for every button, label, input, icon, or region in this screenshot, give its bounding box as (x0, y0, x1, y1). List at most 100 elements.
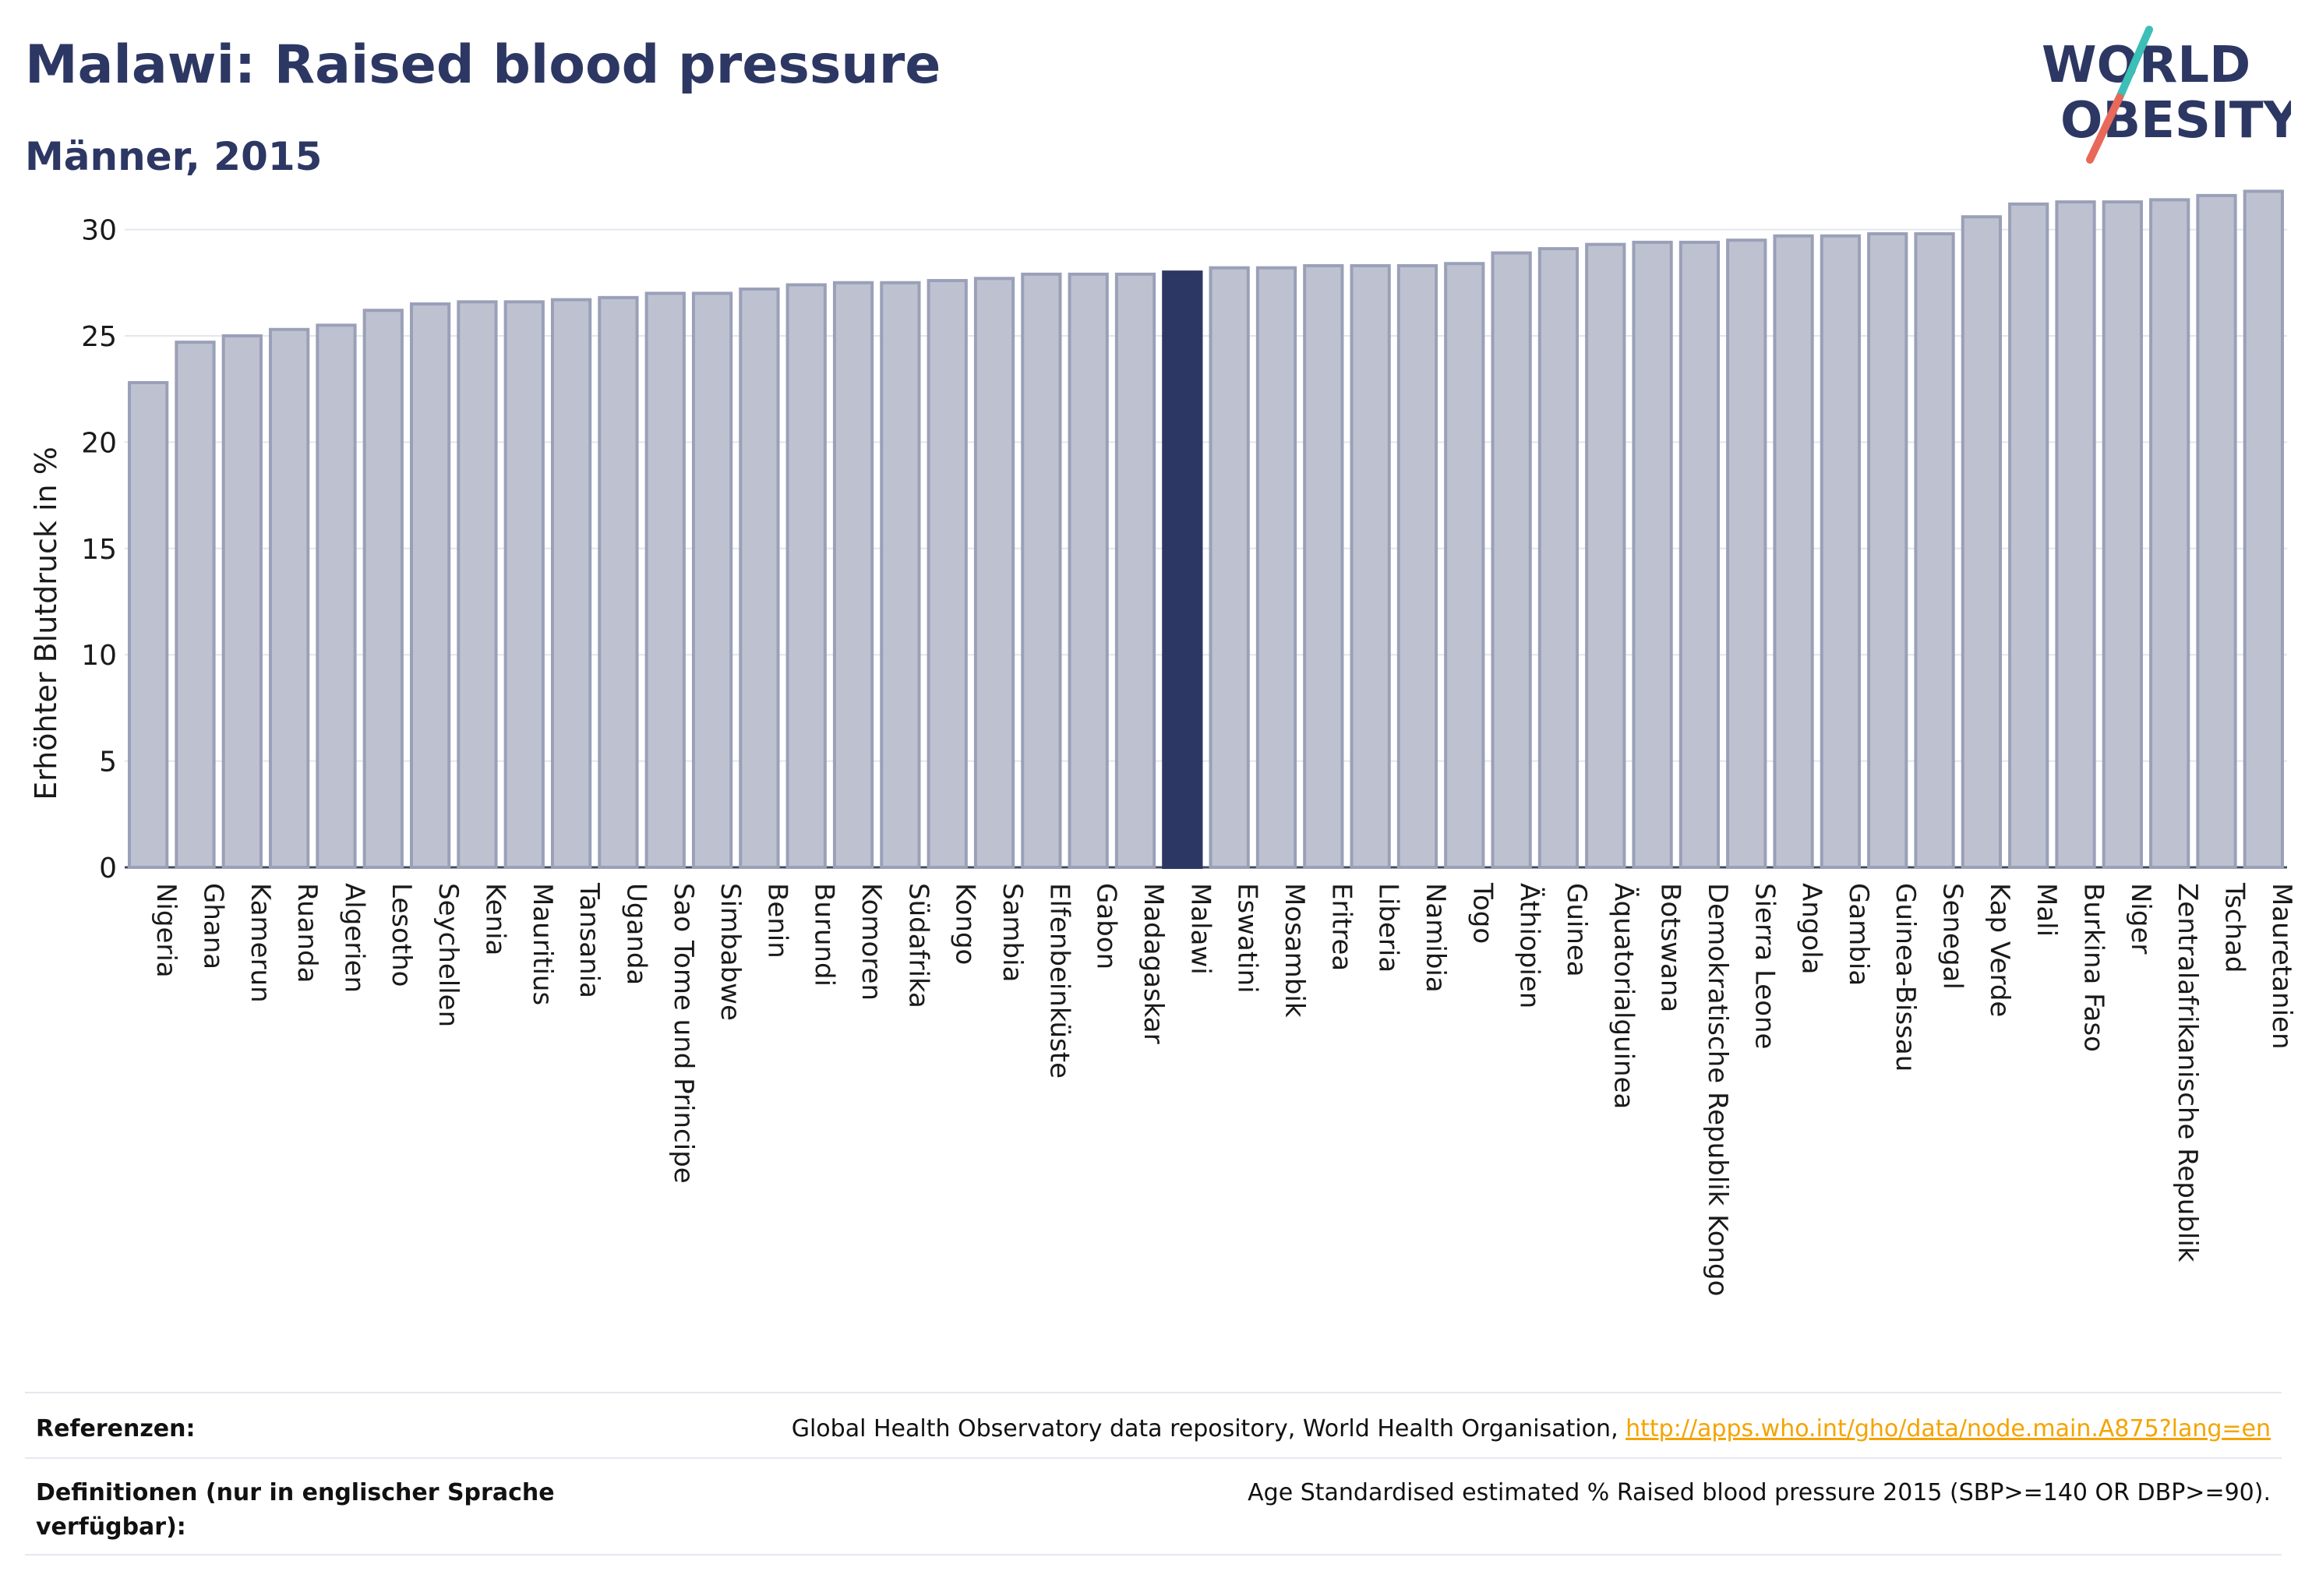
bar (1773, 234, 1814, 869)
x-tick-label: Demokratische Republik Kongo (1702, 883, 1733, 1296)
bar-chart: 0 5 10 15 20 25 30 Nigeria Ghana Kamerun Ruanda Al… (29, 189, 2297, 1296)
x-tick-label: Lesotho (386, 883, 417, 987)
bar (1537, 247, 1580, 870)
y-tick-label: 5 (99, 747, 117, 779)
x-tick-label: Nigeria (150, 883, 182, 978)
x-tick-label: Mosambik (1279, 883, 1310, 1018)
y-axis-label: Erhöhter Blutdruck in % (29, 447, 63, 800)
bar (362, 309, 404, 869)
bar (316, 323, 357, 869)
x-tick-label: Kenia (479, 883, 510, 955)
references-label: Referenzen: (36, 1415, 196, 1442)
bar (1726, 238, 1767, 869)
definitions-text: Age Standardised estimated % Raised bloo… (1248, 1479, 2271, 1506)
x-tick-label: Senegal (1937, 883, 1968, 990)
x-tick-label: Burundi (809, 883, 840, 987)
logo-slash-bottom (2086, 94, 2123, 164)
bar (2102, 200, 2143, 869)
bar (644, 291, 686, 869)
x-tick-label: Südafrika (902, 883, 934, 1008)
x-tick-label: Namibia (1420, 883, 1451, 993)
bar (409, 302, 451, 869)
x-tick-label: Seychellen (432, 883, 464, 1027)
x-tick-label: Mali (2031, 883, 2062, 937)
x-tick-label: Äquatorialguinea (1608, 883, 1639, 1109)
x-tick-label: Togo (1467, 882, 1498, 944)
x-tick-label: Mauretanien (2266, 883, 2297, 1050)
logo-slash-top (2116, 26, 2153, 101)
x-tick-label: Kongo (950, 883, 981, 965)
bar (1867, 232, 1908, 869)
bar (1632, 240, 1673, 869)
bar (691, 291, 733, 869)
bar (1068, 272, 1109, 869)
x-tick-label: Sambia (997, 883, 1028, 982)
y-axis-ticks: 0 5 10 15 20 25 30 (81, 215, 117, 885)
x-tick-label: Sao Tome und Principe (668, 883, 699, 1184)
footer-divider-middle (25, 1457, 2282, 1459)
x-axis-labels: Nigeria Ghana Kamerun Ruanda Algerien Lesotho… (150, 882, 2297, 1296)
definitions-label: Definitionen (nur in englischer Sprache … (36, 1479, 555, 1541)
bar (739, 287, 780, 869)
bar (457, 300, 498, 870)
x-tick-label: Uganda (620, 883, 651, 985)
bar (221, 334, 263, 869)
chart-title: Malawi: Raised blood pressure (25, 34, 941, 96)
bar (2008, 202, 2049, 869)
x-tick-label: Guinea (1561, 883, 1592, 977)
x-tick-label: Ghana (197, 883, 228, 969)
x-tick-label: Ruanda (291, 883, 323, 983)
x-tick-label: Komoren (856, 883, 887, 1001)
x-tick-label: Tansania (574, 882, 605, 998)
references-link[interactable]: http://apps.who.int/gho/data/node.main.A… (1626, 1415, 2271, 1442)
x-tick-label: Niger (2125, 883, 2156, 954)
bar (1255, 266, 1297, 869)
footer-divider-top (25, 1392, 2282, 1393)
x-tick-label: Äthiopien (1514, 883, 1545, 1008)
bar (880, 281, 921, 869)
world-obesity-logo: WORLD OBESITY (2042, 26, 2291, 164)
x-tick-label: Botswana (1655, 883, 1686, 1012)
y-tick-label: 30 (81, 215, 117, 247)
bar (503, 300, 545, 870)
x-tick-label: Kamerun (245, 883, 276, 1003)
bar (550, 298, 592, 869)
chart-subtitle: Männer, 2015 (25, 134, 323, 179)
bar (1491, 251, 1532, 869)
y-tick-label: 0 (99, 853, 117, 885)
references-source: Global Health Observatory data repositor… (791, 1415, 1626, 1442)
bar (832, 281, 874, 869)
bar (1114, 272, 1156, 869)
x-tick-label: Eswatini (1232, 883, 1263, 994)
bar (927, 279, 968, 870)
bar (2196, 193, 2237, 870)
y-tick-label: 10 (81, 640, 117, 672)
y-tick-label: 20 (81, 427, 117, 459)
bar (1444, 262, 1485, 869)
x-tick-label: Elfenbeinküste (1043, 883, 1075, 1079)
x-tick-label: Tschad (2219, 882, 2250, 973)
bar (1678, 240, 1721, 869)
bar (2149, 198, 2190, 869)
x-tick-label: Kap Verde (1984, 883, 2015, 1017)
x-tick-label: Sierra Leone (1749, 883, 1780, 1049)
bar (2243, 189, 2284, 870)
bar (1914, 232, 1955, 869)
x-tick-label: Eritrea (1325, 883, 1357, 971)
x-tick-label: Gabon (1091, 883, 1122, 969)
bars (128, 189, 2284, 870)
bar (785, 283, 827, 869)
bar (1820, 234, 1862, 869)
y-tick-label: 25 (81, 321, 117, 353)
x-tick-label: Gambia (1843, 883, 1874, 986)
bar (1209, 266, 1250, 869)
x-tick-label: Madagaskar (1138, 883, 1169, 1044)
x-tick-label: Angola (1796, 883, 1827, 974)
bar (1350, 263, 1391, 869)
bar (973, 277, 1015, 869)
bar (1585, 242, 1626, 869)
x-tick-label: Zentralafrikanische Republik (2172, 883, 2203, 1262)
x-tick-label: Malawi (1184, 883, 1216, 975)
x-tick-label: Guinea-Bissau (1890, 883, 1921, 1072)
bar (598, 295, 639, 869)
